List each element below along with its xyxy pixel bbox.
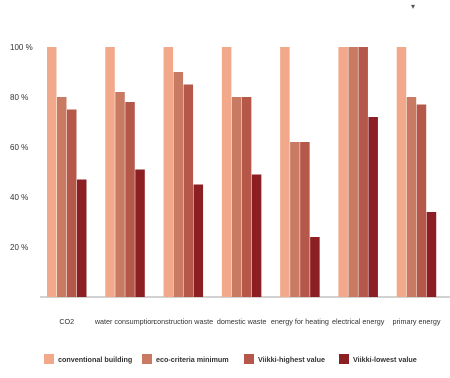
bar-2-2 [183,84,194,297]
y-tick-label: 40 % [10,193,28,202]
bar-0-3 [77,179,87,297]
bar-3-2 [241,97,252,297]
bar-1-2 [125,102,135,297]
bar-4-2 [300,142,310,297]
x-tick-label: energy for heating [271,317,329,326]
bar-4-3 [310,237,320,297]
bar-6-3 [426,212,437,297]
bar-1-0 [105,47,115,297]
legend-swatch-3 [339,354,349,364]
bars [47,47,437,297]
bar-6-1 [406,97,417,297]
x-tick-label: primary energy [392,317,440,326]
x-tick-label: construction waste [154,317,214,326]
bar-3-1 [231,97,242,297]
bar-4-0 [280,47,290,297]
bar-3-3 [251,174,262,297]
legend-swatch-0 [44,354,54,364]
bar-5-2 [358,47,368,297]
x-tick-label: domestic waste [217,317,267,326]
bar-3-0 [221,47,232,297]
legend-swatch-1 [142,354,152,364]
bar-2-3 [193,184,204,297]
legend-label: Viikki-highest value [258,355,325,364]
x-tick-label: CO2 [59,317,74,326]
bar-0-2 [67,109,77,297]
bar-2-0 [163,47,174,297]
bar-0-1 [57,97,67,297]
y-tick-label: 100 % [10,43,33,52]
x-tick-label: electrical energy [332,317,385,326]
bar-6-2 [416,104,427,297]
y-tick-label: 60 % [10,143,28,152]
bar-4-1 [290,142,300,297]
legend-swatch-2 [244,354,254,364]
y-tick-label: 80 % [10,93,28,102]
legend-label: Viikki-lowest value [353,355,417,364]
legend-label: eco-criteria minimum [156,355,229,364]
bar-2-1 [173,72,184,297]
bar-5-1 [348,47,358,297]
bar-1-3 [135,169,145,297]
bar-5-0 [338,47,348,297]
bar-5-3 [368,117,378,297]
bar-1-1 [115,92,125,297]
corner-caret-icon: ▾ [411,2,416,11]
legend-label: conventional building [58,355,132,364]
bar-0-0 [47,47,57,297]
x-tick-label: water consumption [94,317,155,326]
y-tick-label: 20 % [10,243,28,252]
bar-6-0 [396,47,407,297]
legend: conventional building eco-criteria minimu… [44,354,417,364]
